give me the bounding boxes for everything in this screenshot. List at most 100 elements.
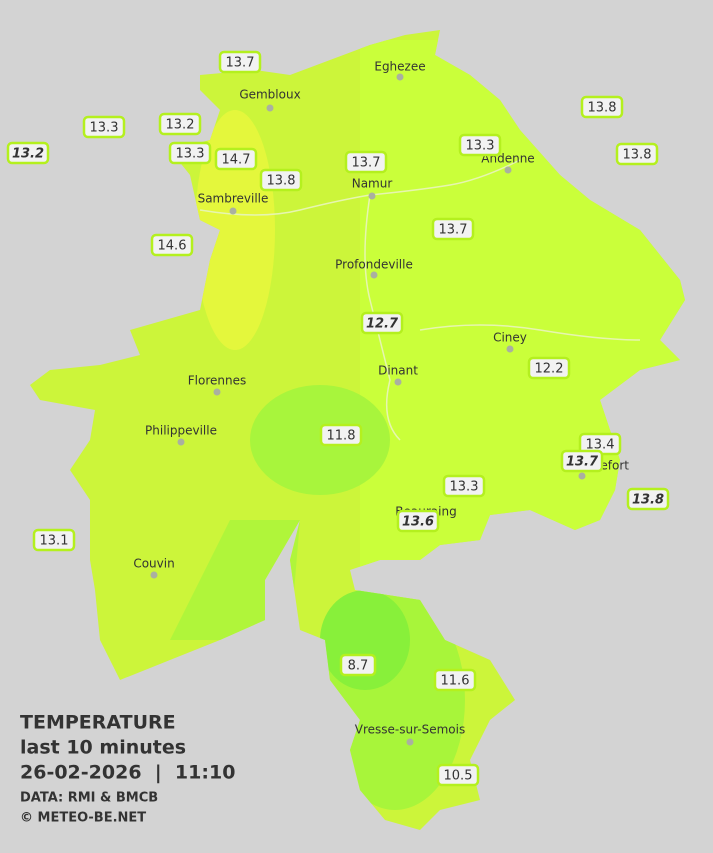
station: 13.1 xyxy=(32,528,76,552)
station-box xyxy=(259,168,303,192)
station-value: 8.7 xyxy=(348,659,369,674)
station-value: 13.4 xyxy=(586,438,615,453)
station-box xyxy=(458,133,502,157)
station-box xyxy=(360,311,404,335)
city-dot xyxy=(506,345,514,353)
city-label: Sambreville xyxy=(198,192,269,206)
station-value: 13.8 xyxy=(623,148,652,163)
station-box xyxy=(442,474,486,498)
station: 13.8 xyxy=(615,142,659,166)
station-value: 13.7 xyxy=(226,56,255,71)
station-value: 13.2 xyxy=(12,147,44,162)
station-value: 14.7 xyxy=(222,153,251,168)
station-box xyxy=(82,115,126,139)
city-dot xyxy=(368,192,376,200)
station-value: 13.3 xyxy=(176,147,205,162)
station-box xyxy=(344,150,388,174)
station-value: 10.5 xyxy=(444,769,473,784)
city-label: Gembloux xyxy=(239,88,300,102)
station-box xyxy=(168,141,212,165)
station-value: 12.7 xyxy=(366,317,399,332)
station: 13.6 xyxy=(396,509,440,533)
station: 13.3 xyxy=(82,115,126,139)
city-dot xyxy=(370,271,378,279)
station-box xyxy=(6,141,50,165)
city-label: Philippeville xyxy=(145,424,217,438)
station: 13.8 xyxy=(626,487,670,511)
station-box xyxy=(433,668,477,692)
station-box xyxy=(32,528,76,552)
city-dot xyxy=(394,378,402,386)
city-label: Dinant xyxy=(378,364,418,378)
city-dot xyxy=(578,472,586,480)
station: 13.7 xyxy=(560,449,604,473)
station: 13.7 xyxy=(431,217,475,241)
station: 11.6 xyxy=(433,668,477,692)
station-box xyxy=(150,233,194,257)
station: 12.7 xyxy=(360,311,404,335)
station-box xyxy=(615,142,659,166)
city-dot xyxy=(213,388,221,396)
station-box xyxy=(218,50,262,74)
station-box xyxy=(527,356,571,380)
station: 13.8 xyxy=(259,168,303,192)
city-dot xyxy=(177,438,185,446)
city-dot xyxy=(396,73,404,81)
station-box xyxy=(214,147,258,171)
legend-title: TEMPERATURE xyxy=(20,712,176,734)
city-dot xyxy=(229,207,237,215)
city-dot xyxy=(406,738,414,746)
station-value: 11.8 xyxy=(327,429,356,444)
city-label: Florennes xyxy=(188,374,246,388)
station-box xyxy=(626,487,670,511)
station: 14.6 xyxy=(150,233,194,257)
station-box xyxy=(396,509,440,533)
station-value: 13.8 xyxy=(588,101,617,116)
city-label: Eghezee xyxy=(374,60,425,74)
station: 13.3 xyxy=(458,133,502,157)
station: 13.7 xyxy=(344,150,388,174)
station: 11.8 xyxy=(319,423,363,447)
station-value: 13.7 xyxy=(439,223,468,238)
station: 13.3 xyxy=(442,474,486,498)
station: 12.2 xyxy=(527,356,571,380)
station-value: 13.1 xyxy=(40,534,69,549)
station-box xyxy=(580,95,624,119)
city-label: Profondeville xyxy=(335,258,413,272)
legend-credit: © METEO-BE.NET xyxy=(20,811,146,826)
station-box xyxy=(319,423,363,447)
station: 13.2 xyxy=(6,141,50,165)
station-value: 13.8 xyxy=(267,174,296,189)
station: 13.4 xyxy=(578,432,622,456)
station-value: 13.6 xyxy=(402,515,434,530)
city-label: Ciney xyxy=(493,331,527,345)
city-label: Vresse-sur-Semois xyxy=(355,723,465,737)
station: 10.5 xyxy=(436,763,480,787)
legend-period: last 10 minutes xyxy=(20,737,186,759)
station-value: 11.6 xyxy=(441,674,470,689)
city-dot xyxy=(266,104,274,112)
station: 13.3 xyxy=(168,141,212,165)
station: 14.7 xyxy=(214,147,258,171)
station: 13.8 xyxy=(580,95,624,119)
city-dot xyxy=(150,571,158,579)
station-value: 13.3 xyxy=(466,139,495,154)
station-box xyxy=(158,112,202,136)
station: 13.7 xyxy=(218,50,262,74)
station-value: 13.7 xyxy=(352,156,381,171)
station-value: 14.6 xyxy=(158,239,187,254)
legend-source: DATA: RMI & BMCB xyxy=(20,791,158,806)
station-value: 13.7 xyxy=(566,455,599,470)
station-value: 13.3 xyxy=(450,480,479,495)
station: 13.2 xyxy=(158,112,202,136)
station-box xyxy=(560,449,604,473)
station-value: 12.2 xyxy=(535,362,564,377)
station: 8.7 xyxy=(339,653,377,677)
city-label: Couvin xyxy=(133,557,174,571)
station-box xyxy=(339,653,377,677)
city-label: Namur xyxy=(352,177,393,191)
station-box xyxy=(436,763,480,787)
station-value: 13.8 xyxy=(632,493,664,508)
station-value: 13.3 xyxy=(90,121,119,136)
